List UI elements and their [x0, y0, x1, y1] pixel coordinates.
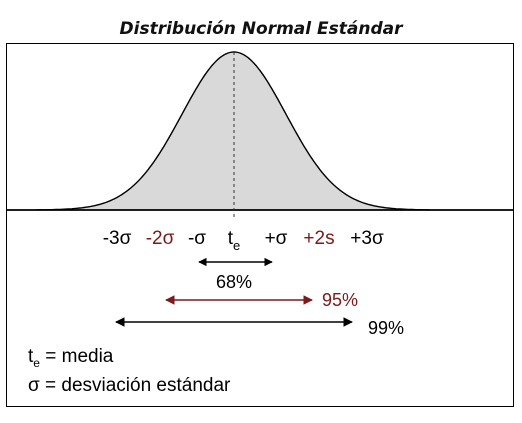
interval-95-label: 95%	[322, 290, 358, 310]
sigma-tick-labels: -3σ -2σ -σ te +σ +2s +3σ	[103, 228, 384, 253]
legend-sigma: σ = desviación estándar	[28, 375, 231, 396]
tick-label-plus-2-sigma: +2s	[303, 228, 334, 249]
bell-curve-area	[36, 52, 430, 210]
legend-mean-symbol: t	[28, 346, 34, 367]
tick-label-minus-3-sigma: -3σ	[103, 228, 132, 249]
interval-99-label: 99%	[368, 318, 404, 338]
diagram-title: Distribución Normal Estándar	[119, 19, 403, 39]
legend-mean: te = media	[28, 346, 113, 370]
tick-label-plus-1-sigma: +σ	[265, 228, 288, 249]
legend-mean-subscript: e	[33, 355, 40, 370]
tick-label-minus-2-sigma: -2σ	[146, 228, 175, 249]
bell-curve-outline	[36, 51, 431, 211]
tick-label-plus-3-sigma: +3σ	[350, 228, 384, 249]
diagram-frame	[6, 43, 514, 407]
tick-label-mean: te	[228, 228, 241, 253]
legend-mean-text: = media	[39, 346, 114, 367]
tick-label-minus-1-sigma: -σ	[188, 228, 206, 249]
interval-68-label: 68%	[216, 272, 252, 292]
